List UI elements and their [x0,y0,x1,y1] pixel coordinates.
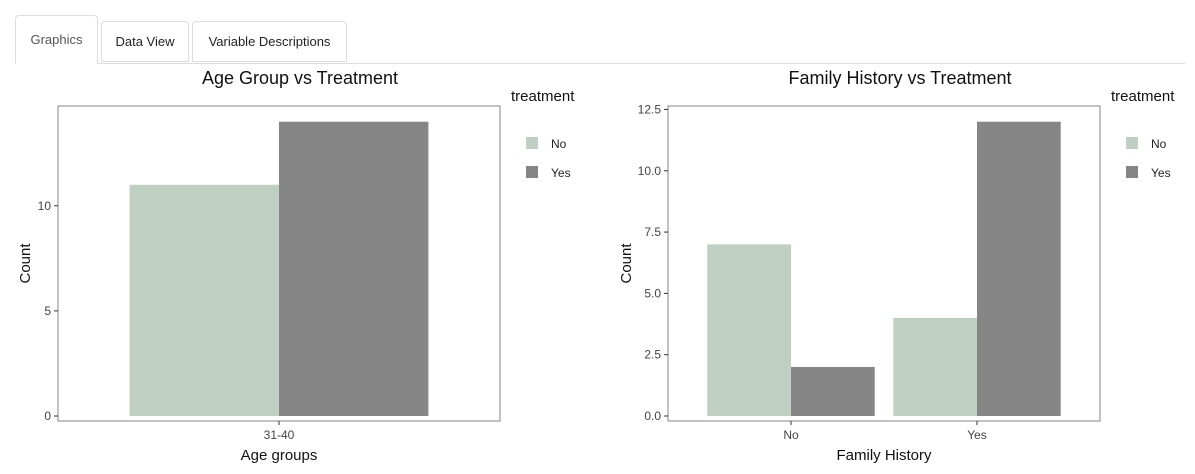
legend-title: treatment [1111,88,1175,105]
bar-yes-no [791,366,875,416]
tab-variable-descriptions-label: Variable Descriptions [208,34,331,49]
y-axis-label: Count [17,243,34,284]
age-group-chart: Age Group vs Treatment 0 5 10 31-40 Age group… [17,68,575,464]
chart-title: Age Group vs Treatment [202,68,398,88]
legend-title: treatment [511,88,575,105]
legend-label-yes: Yes [551,166,571,180]
y-tick-label: 7.5 [644,225,661,239]
tab-graphics-label: Graphics [30,32,83,47]
tab-bar: Graphics Data View Variable Descriptions [15,15,1185,64]
x-tick-label: No [783,428,799,442]
legend-label-no: No [1151,137,1167,151]
y-tick-label: 12.5 [638,102,662,116]
x-tick-label: 31-40 [264,428,295,442]
x-axis-label: Family History [836,447,932,464]
y-tick-label: 5 [44,304,51,318]
legend-label-no: No [551,137,567,151]
y-tick-label: 0.0 [644,409,661,423]
y-tick-label: 5.0 [644,286,661,300]
bar-no-31-40 [129,184,279,416]
legend-label-yes: Yes [1151,166,1171,180]
tab-data-view[interactable]: Data View [101,21,189,62]
legend-swatch-no [1126,137,1138,149]
y-tick-label: 0 [44,409,51,423]
y-tick-label: 2.5 [644,348,661,362]
tab-data-view-label: Data View [115,34,175,49]
tab-variable-descriptions[interactable]: Variable Descriptions [192,21,347,62]
family-history-chart: Family History vs Treatment 0.0 2.5 5.0 7.5 1… [618,68,1175,464]
chart-title: Family History vs Treatment [788,68,1011,88]
y-tick-label: 10.0 [638,164,662,178]
bar-yes-31-40 [279,121,429,416]
legend-swatch-no [526,137,538,149]
x-tick-label: Yes [967,428,987,442]
y-tick-label: 10 [38,199,52,213]
bar-yes-yes [977,121,1061,416]
y-axis-label: Count [618,243,635,284]
tab-graphics[interactable]: Graphics [15,15,98,64]
x-axis-label: Age groups [241,447,318,464]
bar-no-yes [893,317,977,416]
legend-swatch-yes [526,166,538,178]
legend-swatch-yes [1126,166,1138,178]
bar-no-no [707,244,791,416]
